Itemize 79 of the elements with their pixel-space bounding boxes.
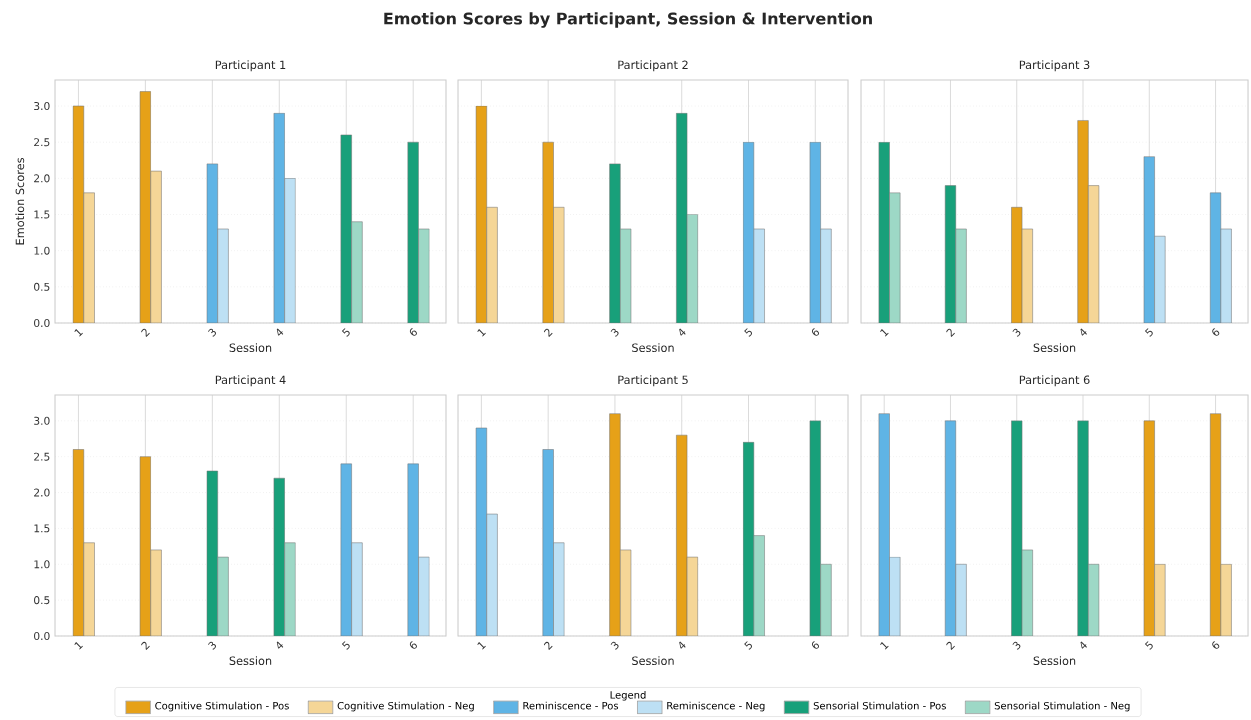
x-axis-title: Session (1033, 656, 1076, 666)
x-tick-label: 3 (610, 328, 619, 337)
x-axis-title: Session (229, 656, 272, 666)
legend-label: Reminiscence - Pos (523, 701, 619, 710)
x-tick-label: 1 (880, 642, 889, 650)
bar (486, 513, 498, 636)
x-tick-label: 2 (141, 641, 150, 650)
x-tick-label: 3 (208, 641, 217, 650)
x-tick-label: 6 (811, 641, 820, 649)
y-tick-label: 1.0 (34, 246, 50, 255)
legend-label: Sensorial Stimulation - Pos (813, 701, 946, 710)
x-tick-label: 5 (341, 328, 350, 337)
x-tick-label: 4 (276, 641, 284, 649)
x-tick-label: 1 (74, 329, 83, 337)
chart-title: Participant 5 (618, 375, 688, 387)
y-tick-label: 1.5 (34, 524, 50, 533)
y-tick-label: 1.0 (34, 560, 50, 569)
legend-label: Sensorial Stimulation - Neg (994, 701, 1130, 712)
y-tick-label: 3.0 (34, 416, 50, 425)
x-tick-label: 1 (477, 329, 486, 337)
y-tick-label: 0.0 (34, 631, 50, 641)
x-tick-label: 1 (74, 642, 83, 650)
y-tick-label: 2.5 (34, 138, 50, 147)
x-tick-label: 4 (679, 641, 686, 649)
x-tick-label: 5 (744, 328, 753, 337)
bar (553, 542, 565, 636)
bar (955, 228, 967, 323)
bar (820, 564, 832, 636)
legend-title: Legend (610, 690, 646, 701)
y-axis-title: Emotion Scores (15, 157, 25, 245)
legend-label: Cognitive Stimulation - Pos (155, 701, 289, 712)
x-tick-label: 6 (1212, 328, 1220, 336)
chart-title: Participant 6 (1019, 375, 1090, 387)
x-tick-label: 4 (679, 328, 686, 336)
x-tick-label: 3 (1012, 641, 1021, 650)
y-tick-label: 0.5 (34, 282, 50, 291)
y-tick-label: 1.5 (34, 210, 50, 219)
text: Emotion Scores by Participant, Session & Intervention (384, 12, 872, 28)
x-tick-label: 6 (1212, 641, 1220, 649)
x-tick-label: 5 (1144, 328, 1153, 337)
bar (1154, 235, 1166, 323)
y-tick-label: 0.5 (34, 596, 50, 605)
x-tick-label: 1 (880, 329, 889, 337)
x-tick-label: 5 (744, 641, 753, 650)
x-axis-title: Session (632, 656, 674, 666)
x-tick-label: 6 (409, 328, 417, 336)
bar (820, 228, 832, 323)
x-tick-label: 4 (276, 328, 284, 336)
x-tick-label: 2 (141, 328, 150, 337)
chart-title: Participant 2 (618, 60, 688, 72)
x-tick-label: 5 (341, 641, 350, 650)
legend-label: Cognitive Stimulation - Neg (337, 701, 474, 712)
x-tick-label: 2 (543, 641, 553, 650)
x-tick-label: 2 (543, 328, 553, 337)
x-tick-label: 2 (946, 641, 955, 650)
x-axis-title: Session (632, 343, 674, 353)
y-tick-label: 2.0 (34, 174, 50, 183)
x-tick-label: 2 (946, 328, 955, 337)
x-tick-label: 3 (1012, 328, 1021, 337)
x-tick-label: 3 (610, 641, 619, 650)
chart-title: Participant 1 (215, 60, 286, 72)
x-axis-title: Session (229, 343, 272, 353)
y-tick-label: 0.0 (34, 318, 50, 328)
x-tick-label: 6 (409, 641, 417, 649)
x-tick-label: 3 (208, 328, 217, 337)
y-tick-label: 3.0 (34, 101, 50, 111)
x-tick-label: 4 (1080, 328, 1087, 336)
x-tick-label: 4 (1080, 641, 1087, 649)
x-tick-label: 5 (1144, 641, 1153, 650)
bar (609, 413, 621, 636)
chart-title: Participant 4 (215, 375, 286, 387)
legend-label: Reminiscence - Neg (667, 701, 765, 712)
chart-title: Participant 3 (1019, 60, 1090, 72)
x-tick-label: 1 (477, 642, 486, 650)
x-tick-label: 6 (811, 328, 820, 336)
bar (1077, 120, 1089, 323)
y-tick-label: 2.0 (34, 488, 50, 497)
y-tick-label: 2.5 (34, 452, 50, 461)
x-axis-title: Session (1033, 343, 1076, 353)
